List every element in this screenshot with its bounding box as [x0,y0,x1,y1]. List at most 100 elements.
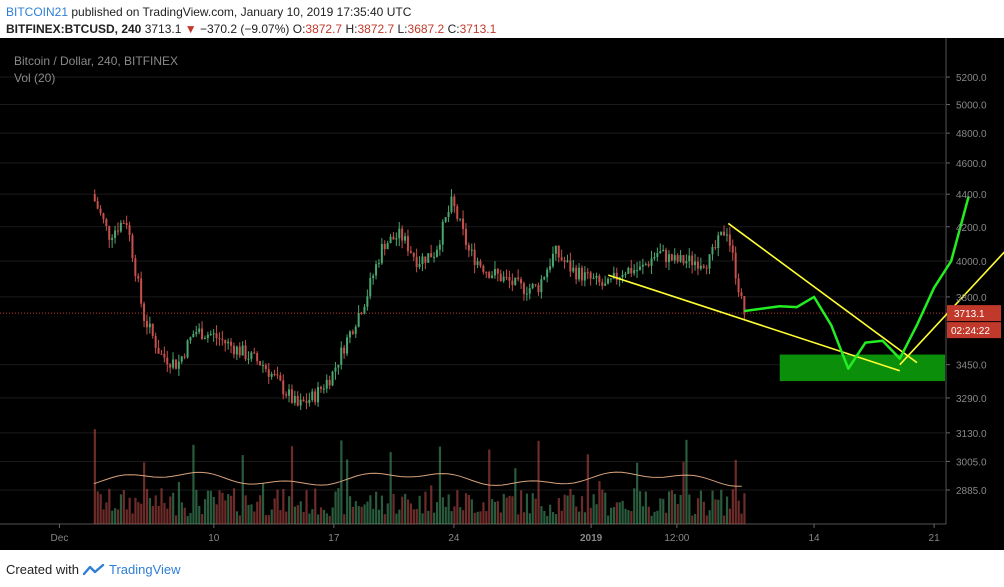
publish-text: published on TradingView.com, January 10… [71,5,412,19]
x-tick-label: 2019 [580,533,603,544]
price-change: −370.2 (−9.07%) [199,22,290,36]
x-tick-label: 10 [208,533,220,544]
candle-body [682,255,685,264]
price-axis[interactable] [946,38,1004,550]
close-value: 3713.1 [459,22,497,36]
volume-bar [551,511,555,524]
candle-body [377,263,380,265]
volume-bar [708,510,711,524]
volume-bar [656,510,659,524]
volume-bar [238,515,241,524]
volume-bar [430,485,433,524]
tradingview-link[interactable]: TradingView [108,562,181,577]
candle-body [122,222,125,224]
candle-body [554,245,557,254]
volume-bar [366,501,369,524]
volume-bar [731,489,734,524]
volume-bar [180,502,183,524]
candle-body [235,346,238,355]
drawings[interactable] [0,51,1004,382]
volume-bar [192,444,195,524]
tradingview-logo-icon[interactable] [82,563,105,576]
candle-body [601,282,604,286]
candle-body [717,235,720,249]
candle-body [418,264,421,268]
low-label: L: [397,22,408,36]
candle-body [520,279,523,284]
candle-body [348,331,351,338]
volume-bar [531,493,534,524]
volume-bar [720,489,723,524]
candle-body [169,364,172,368]
down-arrow-icon: ▼ [184,22,197,36]
author-link[interactable]: BITCOIN21 [6,5,69,19]
volume-bar [592,494,595,524]
candle-body [354,326,357,334]
candle-body [137,275,140,279]
last-price-label-bg [947,305,1001,322]
candle-body [299,399,302,406]
candle-body [221,339,224,341]
volume-bar [157,505,160,524]
candle-body [201,328,204,340]
volume-bar [160,488,163,524]
volume-bar [372,508,375,524]
volume-bar [496,501,500,524]
volume-bar [578,511,581,524]
candle-body [479,261,482,266]
candle-body [259,361,262,366]
candle-body [676,255,679,262]
candle-body [659,251,662,254]
candle-body [337,364,340,368]
candle-body [708,254,711,269]
candle-body [647,264,650,266]
candle-body [288,389,291,396]
candle-body [551,253,554,267]
volume-bar [369,495,372,524]
open-label: O: [292,22,306,36]
candle-body [322,388,325,390]
volume-bar [618,502,621,524]
volume-bar [580,496,584,524]
candle-body [160,353,163,355]
volume-bar [502,493,505,524]
volume-bar [462,510,465,524]
candle-body [720,231,723,236]
candle-body [177,361,180,369]
volume-bar [134,497,137,524]
candle-body [134,258,137,276]
candle-body [230,341,233,346]
candle-body [636,270,639,272]
volume-bar [421,513,424,524]
volume-bar [311,509,314,524]
candle-body [227,341,230,344]
volume-bar [253,511,256,524]
candle-body [557,245,560,258]
volume-bar [244,495,247,524]
volume-bar [154,495,157,524]
volume-bar [363,504,366,524]
volume-bar [685,439,688,524]
volume-bar [699,490,703,524]
candle-body [218,338,221,340]
volume-bar [653,511,656,524]
volume-bar [209,490,212,524]
volume-bar [412,509,415,524]
candle-body [247,358,250,360]
volume-bar [285,511,288,524]
volume-bar [696,498,700,524]
volume-bar [549,504,552,524]
volume-bar [728,508,732,524]
candle-body [334,367,337,372]
volume-bar [644,491,647,524]
candle-body [148,323,151,328]
candle-body [267,369,270,377]
price-chart[interactable]: 5200.0 5000.0 4800.0 4600.0 4400.0 4200.0 4000… [0,38,1004,550]
candle-body [450,196,453,212]
volume-bar [247,504,250,524]
volume-bar [241,455,244,524]
volume-bar [148,498,152,524]
candle-body [357,313,360,327]
candle-body [485,272,488,274]
y-tick-label: 3450.0 [956,361,987,372]
